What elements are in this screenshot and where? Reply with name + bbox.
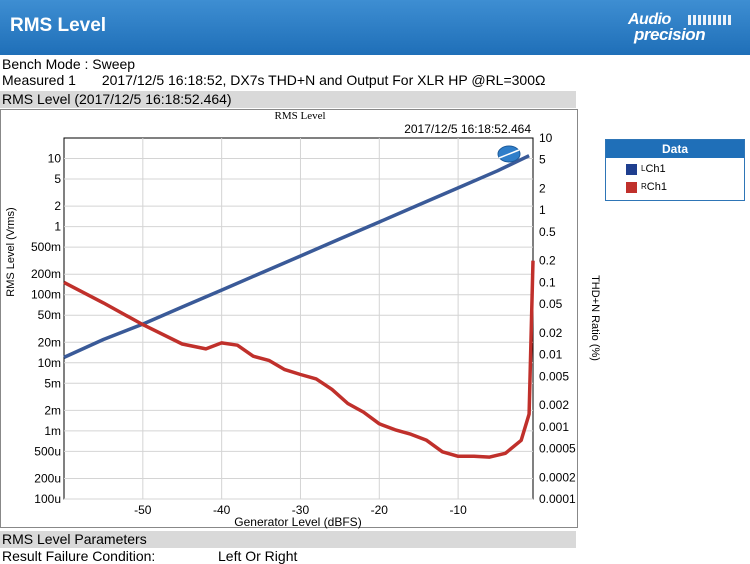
series-line-thd-ratio — [63, 260, 535, 459]
y-right-tick-label: 10 — [539, 131, 553, 145]
y-right-tick-label: 2 — [539, 181, 546, 195]
y-left-tick-label: 1m — [44, 424, 61, 438]
audio-precision-logo: Audio precision — [628, 11, 736, 45]
x-tick-label: -30 — [292, 503, 310, 517]
y-left-tick-label: 2 — [54, 199, 61, 213]
result-failure-label: Result Failure Condition: — [2, 548, 156, 564]
y-right-tick-label: 1 — [539, 203, 546, 217]
legend-header: Data — [606, 140, 744, 158]
page-title: RMS Level — [10, 15, 107, 36]
y-right-tick-label: 0.01 — [539, 348, 563, 362]
legend-swatch-right — [626, 181, 637, 193]
y-left-tick-label: 50m — [38, 308, 61, 322]
chart-timestamp: 2017/12/5 16:18:52.464 — [404, 122, 531, 136]
chart-frame — [0, 109, 578, 528]
y-left-tick-label: 5 — [54, 172, 61, 186]
x-tick-label: -20 — [371, 503, 389, 517]
y-left-tick-label: 500u — [34, 444, 61, 458]
y-left-tick-label: 10m — [38, 356, 61, 370]
x-tick-label: -50 — [134, 503, 152, 517]
y-right-tick-label: 0.005 — [539, 369, 569, 383]
bench-mode: Bench Mode : Sweep — [2, 56, 136, 72]
x-tick-label: -10 — [449, 503, 467, 517]
chart-title: RMS Level — [274, 110, 325, 122]
y-left-tick-label: 10 — [48, 152, 62, 166]
plot-area — [63, 137, 534, 500]
y-right-tick-label: 0.02 — [539, 326, 563, 340]
measured-line: Measured 1 2017/12/5 16:18:52, DX7s THD+… — [2, 72, 545, 88]
y-left-tick-label: 20m — [38, 335, 61, 349]
y-right-tick-label: 0.001 — [539, 420, 569, 434]
measured-description: 2017/12/5 16:18:52, DX7s THD+N and Outpu… — [101, 72, 546, 88]
app-header: RMS Level Audio precision — [0, 0, 750, 55]
x-axis-label: Generator Level (dBFS) — [234, 515, 361, 529]
y-right-tick-label: 0.05 — [539, 297, 563, 311]
y-left-tick-label: 100m — [31, 288, 61, 302]
chart-section-header: RMS Level (2017/12/5 16:18:52.464) — [0, 91, 576, 108]
ap-badge-stroke — [498, 149, 520, 159]
y-right-tick-label: 0.002 — [539, 398, 569, 412]
y-left-tick-label: 500m — [31, 240, 61, 254]
y-left-tick-label: 1 — [54, 220, 61, 234]
y-right-axis-label: THD+N Ratio (%) — [589, 275, 601, 361]
y-left-tick-label: 2m — [44, 403, 61, 417]
measured-label: Measured 1 — [2, 72, 76, 88]
y-right-tick-label: 0.2 — [539, 254, 556, 268]
legend-entry-right: RCh1 — [626, 180, 667, 194]
legend-swatch-left — [626, 163, 637, 175]
y-right-tick-label: 5 — [539, 153, 546, 167]
y-right-tick-label: 0.5 — [539, 225, 556, 239]
y-left-tick-label: 5m — [44, 376, 61, 390]
y-left-axis-label: RMS Level (Vrms) — [5, 207, 17, 296]
y-left-tick-label: 200m — [31, 267, 61, 281]
y-right-tick-label: 0.0005 — [539, 442, 576, 456]
chart-legend: Data LCh1 RCh1 — [605, 139, 745, 201]
y-right-tick-label: 0.1 — [539, 275, 556, 289]
logo-bars-icon — [688, 15, 732, 25]
y-left-tick-label: 200u — [34, 471, 61, 485]
y-right-tick-label: 0.0001 — [539, 492, 576, 506]
result-failure-row: Result Failure Condition: Left Or Right — [2, 548, 297, 564]
y-left-tick-label: 100u — [34, 492, 61, 506]
rms-level-chart: -50 -40 -30 -20 -1010521500m200m100m50m20m10… — [0, 109, 601, 529]
result-failure-value: Left Or Right — [218, 548, 298, 564]
legend-entry-left: LCh1 — [626, 162, 666, 176]
y-right-tick-label: 0.0002 — [539, 470, 576, 484]
params-section-header: RMS Level Parameters — [0, 531, 576, 548]
x-tick-label: -40 — [213, 503, 231, 517]
